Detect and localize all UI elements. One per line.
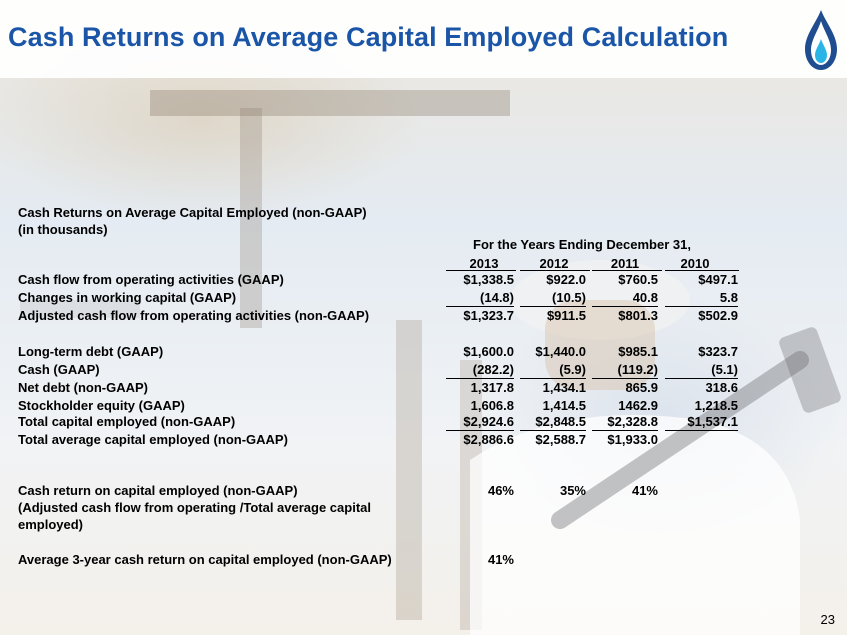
table-cell-2013: $1,600.0 — [463, 344, 514, 359]
table-cell-2010: $502.9 — [698, 308, 738, 323]
year-header-2010: 2010 — [680, 256, 710, 271]
table-cell-2010: $1,537.1 — [687, 414, 738, 429]
row-label: Adjusted cash flow from operating activi… — [18, 308, 370, 323]
table-cell-2010: 5.8 — [719, 290, 738, 305]
table-cell-2013: $2,924.6 — [463, 414, 514, 429]
table-cell-2011: 40.8 — [632, 290, 658, 305]
subtotal-underline — [592, 306, 658, 307]
table-cell-2013: 1,317.8 — [470, 380, 514, 395]
table-cell-2011: $985.1 — [618, 344, 658, 359]
table-cell-2010: 1,218.5 — [694, 398, 738, 413]
table-cell-2013: 41% — [487, 552, 514, 567]
subtotal-underline — [665, 306, 738, 307]
subtotal-underline — [520, 378, 586, 379]
row-label: Net debt (non-GAAP) — [18, 380, 148, 395]
row-label: Stockholder equity (GAAP) — [18, 398, 185, 413]
table-cell-2012: $1,440.0 — [535, 344, 586, 359]
row-label: Average 3-year cash return on capital em… — [18, 552, 392, 567]
table-cell-2011: 1462.9 — [618, 398, 658, 413]
table-heading-units: (in thousands) — [18, 222, 108, 237]
subtotal-underline — [665, 378, 738, 379]
table-cell-2011: 865.9 — [625, 380, 658, 395]
year-header-2012: 2012 — [539, 256, 569, 271]
subtotal-underline — [446, 306, 514, 307]
row-label: Total average capital employed (non-GAAP… — [18, 432, 288, 447]
row-label: Changes in working capital (GAAP) — [18, 290, 237, 305]
row-label: (Adjusted cash flow from operating /Tota… — [18, 500, 371, 515]
table-cell-2013: 1,606.8 — [470, 398, 514, 413]
table-cell-2012: 35% — [559, 483, 586, 498]
table-cell-2011: $2,328.8 — [607, 414, 658, 429]
subtotal-underline — [520, 306, 586, 307]
year-underline — [665, 270, 739, 271]
subtotal-underline — [665, 430, 738, 431]
table-cell-2010: 318.6 — [705, 380, 738, 395]
table-cell-2012: $922.0 — [546, 272, 586, 287]
row-label: Cash (GAAP) — [18, 362, 100, 377]
table-cell-2012: (10.5) — [552, 290, 586, 305]
subtotal-underline — [446, 378, 514, 379]
flame-drop-logo-icon — [805, 10, 837, 70]
page-number: 23 — [820, 612, 835, 627]
table-cell-2010: $323.7 — [698, 344, 738, 359]
subtotal-underline — [592, 430, 658, 431]
table-cell-2011: $801.3 — [618, 308, 658, 323]
table-cell-2011: $760.5 — [618, 272, 658, 287]
year-underline — [592, 270, 662, 271]
table-cell-2013: $1,323.7 — [463, 308, 514, 323]
table-cell-2012: (5.9) — [559, 362, 586, 377]
table-cell-2012: $911.5 — [546, 308, 586, 323]
year-underline — [446, 270, 516, 271]
subtotal-underline — [520, 430, 586, 431]
table-cell-2011: 41% — [631, 483, 658, 498]
table-cell-2010: $497.1 — [698, 272, 738, 287]
year-header-2011: 2011 — [610, 256, 640, 271]
table-heading-title: Cash Returns on Average Capital Employed… — [18, 205, 367, 220]
subtotal-underline — [446, 430, 514, 431]
table-cell-2013: $2,886.6 — [463, 432, 514, 447]
table-cell-2012: $2,848.5 — [535, 414, 586, 429]
table-cell-2013: $1,338.5 — [463, 272, 514, 287]
table-cell-2011: (119.2) — [617, 362, 658, 377]
table-cell-2013: (282.2) — [472, 362, 514, 377]
row-label: Cash return on capital employed (non-GAA… — [18, 483, 298, 498]
row-label: Cash flow from operating activities (GAA… — [18, 272, 284, 287]
slide-title: Cash Returns on Average Capital Employed… — [8, 22, 729, 52]
subtotal-underline — [592, 378, 658, 379]
period-header: For the Years Ending December 31, — [473, 237, 691, 252]
row-label: Total capital employed (non-GAAP) — [18, 414, 236, 429]
table-cell-2012: 1,434.1 — [542, 380, 586, 395]
table-cell-2013: (14.8) — [480, 290, 514, 305]
row-label: Long-term debt (GAAP) — [18, 344, 164, 359]
row-label: employed) — [18, 517, 84, 532]
table-cell-2011: $1,933.0 — [607, 432, 658, 447]
table-cell-2012: $2,588.7 — [535, 432, 586, 447]
year-underline — [520, 270, 590, 271]
table-cell-2013: 46% — [487, 483, 514, 498]
table-cell-2010: (5.1) — [711, 362, 738, 377]
table-cell-2012: 1,414.5 — [542, 398, 586, 413]
year-header-2013: 2013 — [469, 256, 499, 271]
title-bar: Cash Returns on Average Capital Employed… — [0, 0, 847, 78]
